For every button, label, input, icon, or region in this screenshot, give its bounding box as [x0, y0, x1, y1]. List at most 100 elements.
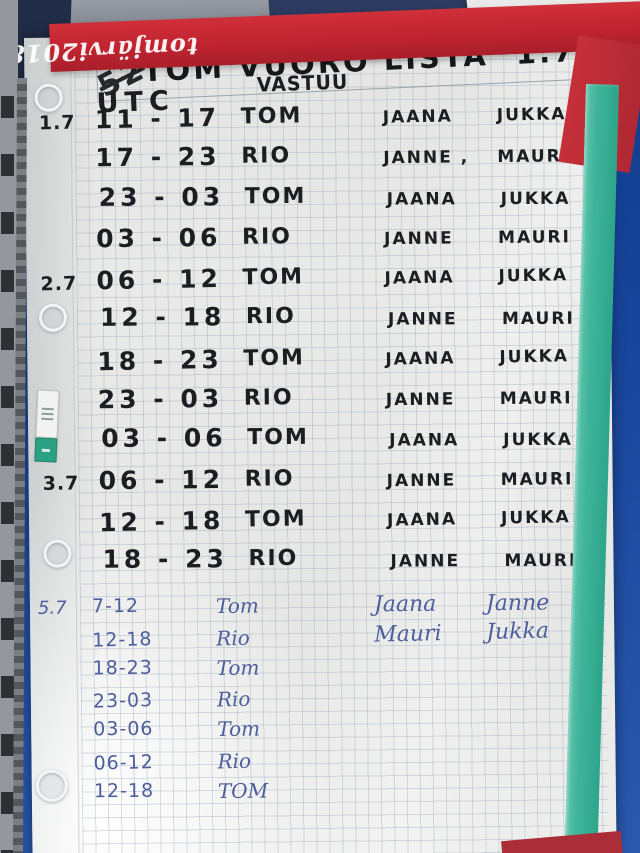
crew-name: JANNE [387, 309, 458, 331]
shift-date [44, 303, 100, 344]
paper-sheet: 52 TOM VUORO LISTA 1.7 ⟶ UTC VASTUU 1.71… [24, 28, 640, 853]
shift-date: 5.7 [37, 597, 67, 619]
shift-time: 12 - 18 [98, 505, 225, 538]
crew-name: JANNE , [383, 147, 470, 169]
duty-operator: TOM [244, 506, 307, 533]
crew-name: JUKKA [500, 188, 571, 209]
duty-operator: RIO [248, 546, 299, 572]
shift-date [39, 753, 94, 785]
shift-date [39, 144, 95, 185]
crew-name [375, 743, 488, 777]
crew-name: JAANA [386, 188, 457, 210]
duty-operator: RIO [244, 465, 295, 492]
crew-name: JAANA [386, 509, 458, 531]
schedule-row: 03 - 06 TOM JAANA JUKKA [45, 422, 620, 465]
shift-time: 17 - 23 [95, 142, 221, 173]
crew-name: JANNE [385, 389, 456, 411]
shift-date [43, 508, 100, 549]
binder-ring-marks [1, 60, 14, 853]
crew-name: Jaana [373, 591, 437, 618]
shift-date [39, 719, 93, 750]
crew-name: MAURI [498, 227, 572, 248]
shift-time: 06 - 12 [96, 264, 223, 296]
shift-date [38, 657, 92, 688]
duty-operator: TOM [244, 183, 307, 209]
shift-date [39, 691, 94, 723]
shift-time: 06 - 12 [98, 464, 225, 495]
crew-name [374, 653, 486, 685]
shift-time: 03-06 [93, 717, 154, 741]
shift-time: 18 - 23 [97, 344, 223, 377]
crew-name: MAURI [500, 468, 574, 490]
duty-operator: RIO [245, 304, 296, 330]
crew-name: JUKKA [496, 104, 567, 126]
shift-time: 12 - 18 [99, 302, 226, 333]
shift-time: 7-12 [91, 594, 140, 618]
shift-time: 03 - 06 [95, 222, 222, 254]
schedule-row: 17 - 23 RIO JANNE , MAURI [39, 138, 614, 184]
shift-time: 12-18 [92, 627, 153, 652]
duty-operator: Rio [217, 748, 252, 774]
crew-name: MAURI [501, 309, 575, 330]
duty-operator: Rio [215, 625, 251, 651]
crew-name: JUKKA [503, 430, 573, 451]
shift-time: 18 - 23 [102, 544, 228, 575]
shift-time: 23 - 03 [98, 181, 225, 212]
crew-name: MAURI [504, 551, 578, 572]
shift-table-pen-section: 5.7 7-12 Tom Jaana Janne 12-18 Rio Mauri Jukka 18… [38, 590, 615, 812]
crew-name: Janne [485, 590, 550, 617]
crew-name [376, 776, 488, 808]
duty-operator: RIO [241, 224, 293, 250]
duty-operator: Rio [216, 687, 251, 712]
duty-operator: RIO [241, 143, 292, 170]
duty-operator: Tom [217, 716, 261, 742]
schedule-row: 23 - 03 TOM JAANA JUKKA [43, 180, 618, 223]
crew-name: JANNE [390, 551, 461, 572]
duty-operator: TOM [240, 103, 303, 130]
crew-name: JUKKA [500, 507, 571, 529]
crew-name: JUKKA [498, 265, 569, 287]
crew-name [375, 714, 487, 746]
crew-name: JANNE [386, 470, 457, 491]
shift-time: 06-12 [93, 751, 155, 775]
shift-date [38, 629, 93, 661]
green-index-sticker [34, 389, 60, 463]
shift-date [40, 780, 94, 811]
crew-name: JAANA [382, 106, 454, 128]
shift-date [43, 182, 99, 223]
shift-date: 2.7 [40, 272, 78, 296]
shift-date [40, 224, 96, 265]
sticker-white-part [35, 389, 60, 439]
shift-table-marker-section: 1.7 11 - 17 TOM JAANA JUKKA 17 - 23 RIO JANNE ,… [39, 98, 619, 588]
crew-name: MAURI [499, 388, 573, 410]
schedule-row: 12 - 18 RIO JANNE MAURI [44, 301, 619, 344]
crew-name: JAANA [385, 348, 456, 370]
crew-name: Mauri [373, 620, 442, 648]
shift-date: 3.7 [42, 472, 80, 495]
duty-operator: TOM [217, 778, 269, 803]
schedule-row: 12 - 18 TOM JAANA JUKKA [43, 498, 619, 549]
column-header-vastuu: VASTUU [256, 69, 349, 97]
crew-name: JANNE [384, 228, 454, 250]
shift-date: 1.7 [38, 111, 76, 135]
duty-operator: TOM [247, 425, 309, 451]
duty-operator: TOM [242, 264, 305, 291]
shift-time: 03 - 06 [101, 423, 227, 454]
duty-operator: RIO [243, 385, 294, 411]
crew-name: JAANA [384, 267, 455, 289]
sticker-green-part [34, 437, 58, 463]
duty-operator: Tom [215, 593, 259, 619]
crew-name: JUKKA [499, 345, 570, 368]
shift-time: 23-03 [92, 689, 154, 713]
shift-time: 23 - 03 [97, 384, 224, 415]
shift-time: 18-23 [92, 656, 153, 679]
crew-name: Jukka [485, 618, 550, 645]
schedule-row: 18 - 23 RIO JANNE MAURI [46, 543, 621, 586]
shift-date [46, 545, 102, 586]
shift-time: 12-18 [93, 779, 155, 803]
crew-name [375, 681, 488, 715]
shift-time: 11 - 17 [94, 102, 221, 135]
crew-name: JAANA [389, 430, 460, 451]
shift-date [41, 347, 98, 388]
